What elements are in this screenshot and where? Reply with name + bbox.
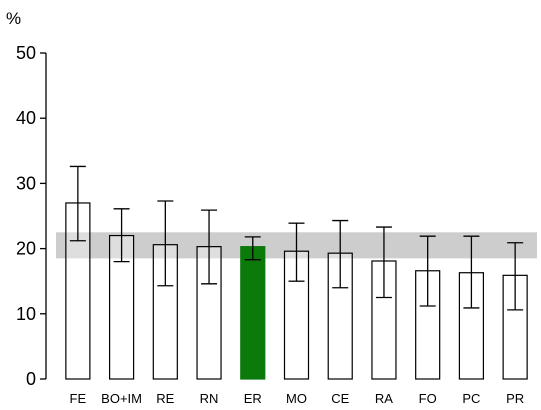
error-bar-mo — [288, 222, 305, 282]
error-bar-bo-im — [113, 208, 130, 263]
y-tick-label: 50 — [16, 43, 36, 63]
x-tick-label: MO — [286, 391, 307, 406]
bar-mo — [283, 250, 310, 380]
error-bars-layer — [69, 165, 524, 311]
x-tick-label: FO — [419, 391, 437, 406]
error-bar-fo — [419, 235, 436, 307]
x-tick-label: PC — [462, 391, 480, 406]
x-tick-label: RE — [156, 391, 174, 406]
x-tick-label: RN — [200, 391, 219, 406]
x-tick-label: BO+IM — [101, 391, 142, 406]
error-bar-re — [157, 200, 174, 287]
x-tick-label: RA — [375, 391, 393, 406]
error-bar-pr — [507, 242, 524, 311]
bar-er — [240, 246, 266, 380]
y-axis: 0 10 20 30 40 50 — [16, 43, 47, 389]
error-bar-pc — [463, 235, 480, 309]
x-tick-label: PR — [506, 391, 524, 406]
x-tick-label: FE — [70, 391, 87, 406]
error-bar-er — [244, 236, 261, 261]
y-tick-label: 20 — [16, 239, 36, 259]
y-tick-label: 10 — [16, 304, 36, 324]
error-bar-rn — [201, 209, 218, 285]
x-axis-labels: FE BO+IM RE RN ER MO CE RA FO PC PR — [70, 391, 525, 406]
y-unit-label: % — [6, 9, 21, 28]
error-bar-ra — [375, 226, 392, 299]
error-bar-fe — [69, 165, 86, 242]
bar-rn — [196, 246, 222, 380]
y-tick-label: 30 — [16, 173, 36, 193]
y-tick-label: 40 — [16, 108, 36, 128]
error-bar-ce — [332, 219, 349, 289]
x-tick-label: ER — [244, 391, 262, 406]
y-tick-label: 0 — [26, 369, 36, 389]
x-tick-label: CE — [331, 391, 349, 406]
